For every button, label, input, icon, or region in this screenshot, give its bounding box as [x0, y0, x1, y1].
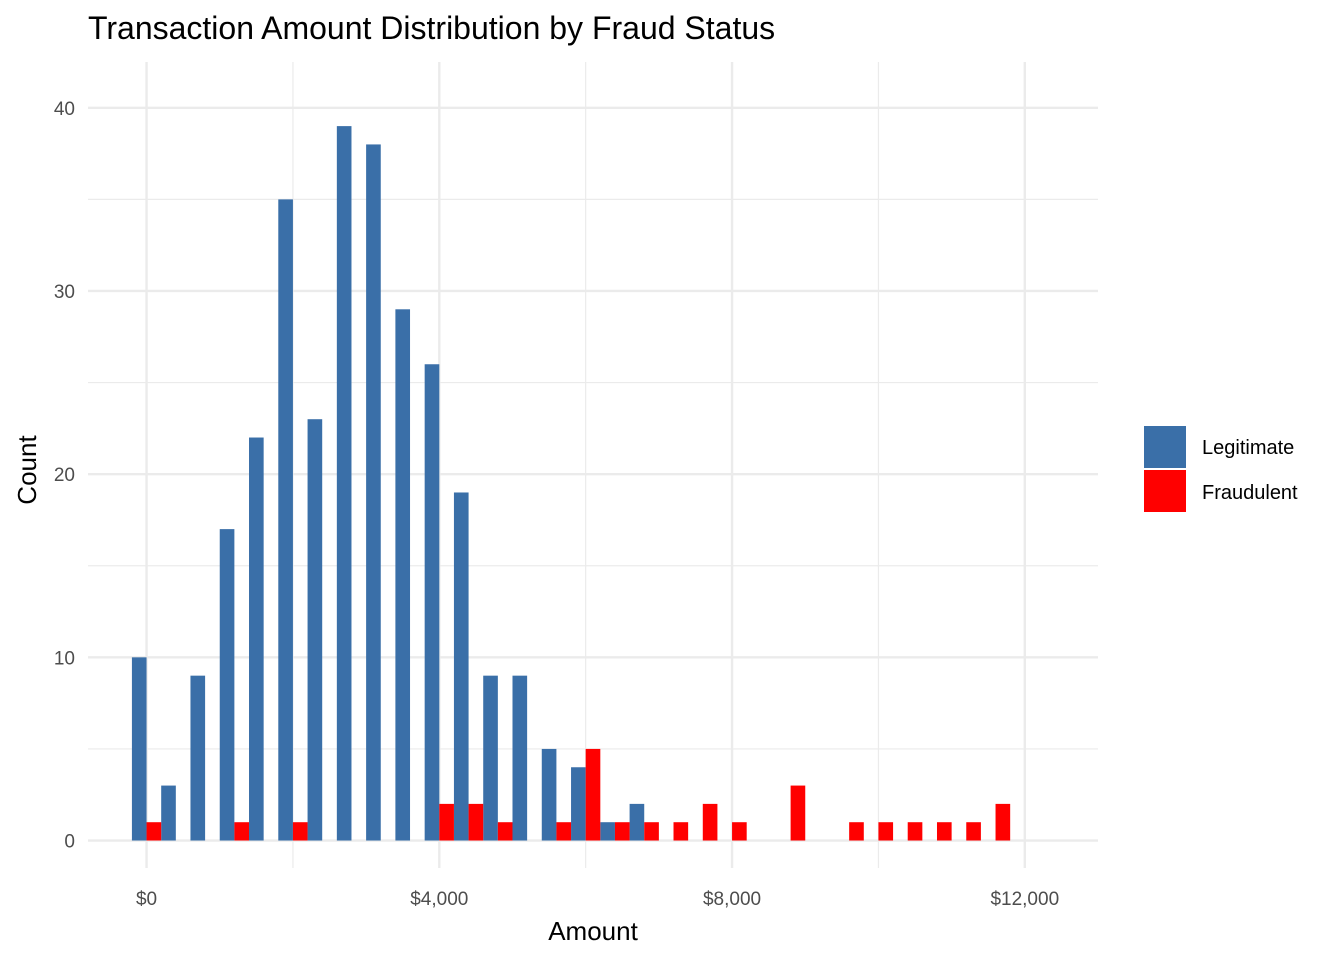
bar-legitimate	[395, 309, 411, 841]
grid-layer	[88, 62, 1098, 868]
y-tick-label: 20	[54, 465, 75, 486]
bar-legitimate	[366, 144, 381, 841]
x-tick-label: $12,000	[990, 889, 1059, 910]
y-tick-label: 30	[54, 282, 75, 303]
bar-legitimate	[161, 785, 176, 841]
y-tick-label: 40	[54, 99, 75, 120]
y-axis-title: Count	[12, 435, 42, 505]
bar-fraudulent	[234, 822, 250, 841]
bar-fraudulent	[644, 822, 659, 841]
bar-fraudulent	[614, 822, 630, 841]
bar-legitimate	[424, 364, 440, 841]
bar-fraudulent	[673, 822, 689, 841]
bar-legitimate	[219, 529, 235, 841]
y-tick-label: 10	[54, 648, 75, 669]
legend-label-legitimate: Legitimate	[1202, 437, 1294, 459]
bar-fraudulent	[790, 785, 806, 841]
legend-swatch-fraudulent	[1144, 470, 1186, 512]
x-axis-title: Amount	[548, 916, 638, 946]
bar-fraudulent	[878, 822, 894, 841]
legend-swatch-legitimate	[1144, 426, 1186, 468]
chart-title: Transaction Amount Distribution by Fraud…	[88, 10, 775, 46]
bar-legitimate	[190, 675, 206, 841]
bar-fraudulent	[468, 803, 484, 841]
bar-legitimate	[453, 492, 469, 841]
bar-fraudulent	[439, 803, 454, 841]
bar-fraudulent	[907, 822, 923, 841]
x-tick-label: $0	[136, 889, 157, 910]
ticks-layer: $0 $4,000 $8,000 $12,000 0 10 20 30 40	[54, 99, 1059, 910]
bars-layer	[131, 126, 1011, 841]
x-tick-label: $8,000	[703, 889, 761, 910]
bar-legitimate	[541, 748, 557, 841]
bar-fraudulent	[966, 822, 981, 841]
bar-legitimate	[571, 767, 586, 841]
legend-label-fraudulent: Fraudulent	[1202, 482, 1298, 504]
bar-legitimate	[483, 675, 498, 841]
bar-fraudulent	[849, 822, 864, 841]
bar-legitimate	[278, 199, 293, 841]
bar-legitimate	[131, 657, 147, 841]
bar-fraudulent	[936, 822, 952, 841]
y-tick-label: 0	[64, 832, 75, 853]
bar-legitimate	[629, 803, 645, 841]
legend: Legitimate Fraudulent	[1144, 426, 1298, 512]
bar-fraudulent	[702, 803, 718, 841]
bar-legitimate	[249, 437, 264, 841]
bar-fraudulent	[497, 822, 513, 841]
bar-legitimate	[512, 675, 528, 841]
bar-fraudulent	[146, 822, 162, 841]
bar-fraudulent	[292, 822, 308, 841]
bar-fraudulent	[585, 748, 601, 841]
bar-fraudulent	[556, 822, 572, 841]
x-tick-label: $4,000	[410, 889, 468, 910]
bar-fraudulent	[732, 822, 747, 841]
bar-fraudulent	[995, 803, 1011, 841]
bar-legitimate	[336, 126, 352, 841]
bar-legitimate	[307, 419, 323, 841]
bar-legitimate	[600, 822, 615, 841]
